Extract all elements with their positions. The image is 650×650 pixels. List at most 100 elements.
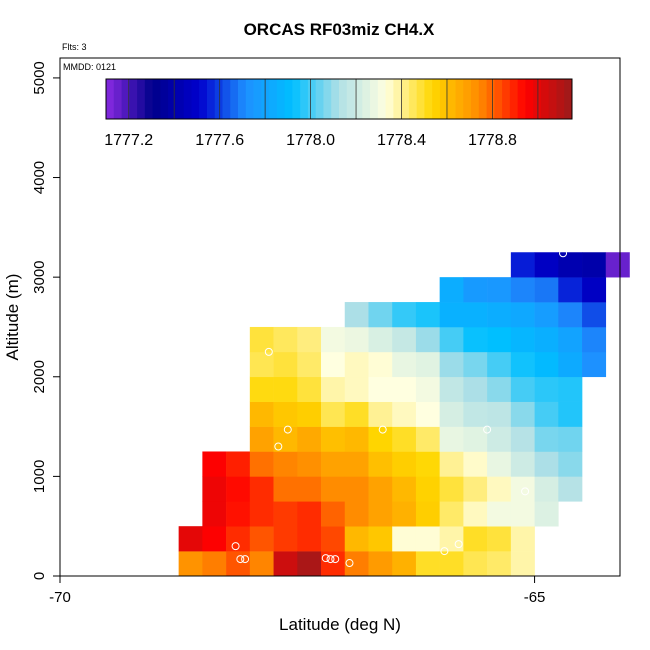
colorbar-segment	[199, 79, 208, 119]
heatmap-cell	[463, 401, 488, 427]
sample-point	[326, 555, 335, 564]
heatmap-cell	[415, 326, 440, 353]
heatmap-cell	[463, 351, 488, 378]
heatmap-cell	[510, 302, 535, 328]
heatmap-cell	[415, 526, 440, 552]
colorbar-segment	[253, 79, 262, 119]
colorbar-segment	[307, 79, 317, 119]
heatmap-cell	[344, 326, 369, 353]
heatmap-cell	[321, 526, 346, 552]
sample-point	[559, 249, 568, 258]
colorbar-segment	[377, 79, 386, 119]
y-tick-label: 2000	[31, 360, 48, 393]
heatmap-cell	[558, 451, 583, 477]
heatmap-cell	[297, 426, 322, 452]
colorbar-segment	[339, 79, 348, 119]
heatmap-cell	[368, 551, 393, 577]
colorbar-segment	[106, 79, 115, 119]
heatmap-cell	[439, 501, 464, 527]
heatmap-cell	[415, 376, 440, 402]
colorbar-segment	[385, 79, 394, 119]
y-axis-label: Altitude (m)	[3, 274, 22, 361]
heatmap-cell	[510, 501, 535, 527]
sample-point	[274, 442, 283, 451]
heatmap-cell	[226, 501, 251, 527]
heatmap-cell	[534, 376, 559, 402]
heatmap-cell	[249, 351, 274, 378]
y-tick-label: 3000	[31, 260, 48, 293]
heatmap-cell	[510, 326, 535, 353]
heatmap-cell	[392, 351, 417, 378]
heatmap-cell	[439, 476, 464, 502]
heatmap-cell	[202, 551, 227, 577]
heatmap-cell	[249, 451, 274, 477]
colorbar-segment	[556, 79, 565, 119]
heatmap-cell	[487, 476, 512, 502]
heatmap-cell	[297, 501, 322, 527]
colorbar-segment	[447, 79, 456, 119]
heatmap-cell	[510, 401, 535, 427]
colorbar-segment	[424, 79, 433, 119]
flights-label: Flts: 3	[62, 42, 87, 52]
heatmap-cell	[392, 551, 417, 577]
sample-point	[236, 555, 245, 564]
colorbar-segment	[548, 79, 557, 119]
colorbar-segment	[300, 79, 309, 119]
heatmap-cell	[344, 351, 369, 378]
colorbar-segment	[533, 79, 542, 119]
heatmap-cell	[178, 526, 203, 552]
heatmap-cell	[463, 501, 488, 527]
colorbar-segment	[455, 79, 464, 119]
heatmap-cell	[415, 351, 440, 378]
colorbar-segment	[439, 79, 449, 119]
heatmap-cell	[321, 351, 346, 378]
heatmap-cell	[558, 302, 583, 328]
sample-point	[231, 542, 240, 551]
heatmap-cell	[510, 252, 535, 278]
heatmap-cell	[534, 476, 559, 502]
heatmap-cells	[178, 252, 630, 577]
colorbar-segment	[323, 79, 332, 119]
heatmap-cell	[487, 302, 512, 328]
heatmap-cell	[368, 376, 393, 402]
colorbar-segment	[113, 79, 122, 119]
heatmap-cell	[439, 451, 464, 477]
colorbar-tick-label: 1778.0	[286, 132, 335, 149]
heatmap-cell	[368, 501, 393, 527]
heatmap-cell	[463, 376, 488, 402]
heatmap-cell	[463, 451, 488, 477]
heatmap-cell	[273, 451, 298, 477]
heatmap-cell	[439, 426, 464, 452]
heatmap-cell	[415, 551, 440, 577]
heatmap-cell	[439, 551, 464, 577]
colorbar-frame	[105, 78, 573, 120]
x-axis: -70 -65	[49, 576, 545, 606]
heatmap-cell	[439, 277, 464, 303]
colorbar-segment	[370, 79, 379, 119]
heatmap-cell	[487, 526, 512, 552]
heatmap-cell	[321, 551, 346, 577]
heatmap-cell	[534, 326, 559, 353]
colorbar-segment	[478, 79, 487, 119]
heatmap-cell	[558, 426, 583, 452]
colorbar-segment	[129, 79, 138, 119]
colorbar-segment	[144, 79, 153, 119]
heatmap-cell	[321, 376, 346, 402]
colorbar-segment	[331, 79, 340, 119]
colorbar-segment	[494, 79, 503, 119]
colorbar-segment	[183, 79, 192, 119]
heatmap-cell	[226, 551, 251, 577]
sample-point	[331, 555, 340, 564]
heatmap-cell	[510, 426, 535, 452]
x-tick-label: -65	[524, 589, 546, 606]
heatmap-cell	[202, 501, 227, 527]
colorbar-segment	[230, 79, 239, 119]
heatmap-cell	[321, 426, 346, 452]
colorbar-segment	[525, 79, 534, 119]
colorbar-segment	[517, 79, 526, 119]
heatmap-cell	[415, 401, 440, 427]
heatmap-cell	[368, 326, 393, 353]
colorbar-segment	[362, 79, 371, 119]
heatmap-cell	[534, 401, 559, 427]
